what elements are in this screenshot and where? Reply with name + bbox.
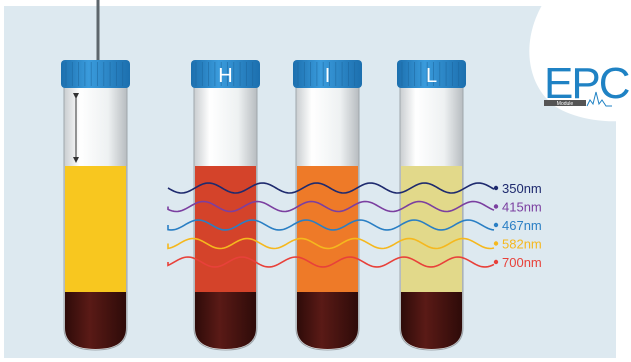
wave-350nm <box>167 182 495 194</box>
cap-label: I <box>325 65 331 87</box>
wave-467nm <box>167 219 495 231</box>
wavelength-label: 467nm <box>502 218 542 233</box>
epc-logo: EPC Module <box>544 59 631 108</box>
blood-layer <box>195 292 256 349</box>
wavelength-label: 350nm <box>502 181 542 196</box>
wavelength-label: 700nm <box>502 255 542 270</box>
wavelength-labels: 350nm 415nm 467nm 582nm 700nm <box>502 181 542 270</box>
blood-layer <box>401 292 462 349</box>
wave-endpoint <box>493 259 499 265</box>
sample-layer <box>195 166 256 292</box>
wave-endpoint <box>493 204 499 209</box>
wave-endpoint <box>493 241 499 246</box>
logo-badge-bg <box>544 100 586 106</box>
wave-700nm <box>167 256 495 268</box>
blood-layer <box>297 292 358 349</box>
tube-reference <box>61 0 130 351</box>
tube-hemolysis: H <box>191 60 260 351</box>
wave-415nm <box>167 200 495 213</box>
blood-layer <box>65 292 126 349</box>
tube-lipemia: L <box>397 60 466 351</box>
cap-label: L <box>426 65 437 87</box>
logo-bubble <box>529 0 631 122</box>
wave-582nm <box>167 237 495 250</box>
logo-badge-text: Module <box>557 101 574 107</box>
wave-endpoint <box>493 185 499 191</box>
cap-label: H <box>218 65 232 87</box>
wavelength-label: 582nm <box>502 237 542 252</box>
wavelength-label: 415nm <box>502 200 542 215</box>
logo-text: EPC <box>544 59 630 108</box>
tube-icterus: I <box>293 60 362 351</box>
logo-spectrum-icon <box>586 91 612 107</box>
wave-endpoint <box>493 222 499 228</box>
waves-layer <box>167 182 499 268</box>
sample-layer <box>65 166 126 292</box>
tube-cap <box>61 60 130 88</box>
